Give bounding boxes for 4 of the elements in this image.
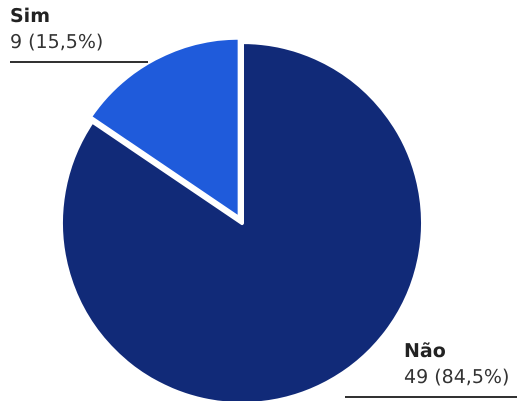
slice-label: Sim <box>10 5 50 27</box>
slice-label: Não <box>404 340 446 362</box>
data-label: 49 (84,5%) <box>404 366 510 388</box>
data-label: 9 (15,5%) <box>10 31 104 53</box>
